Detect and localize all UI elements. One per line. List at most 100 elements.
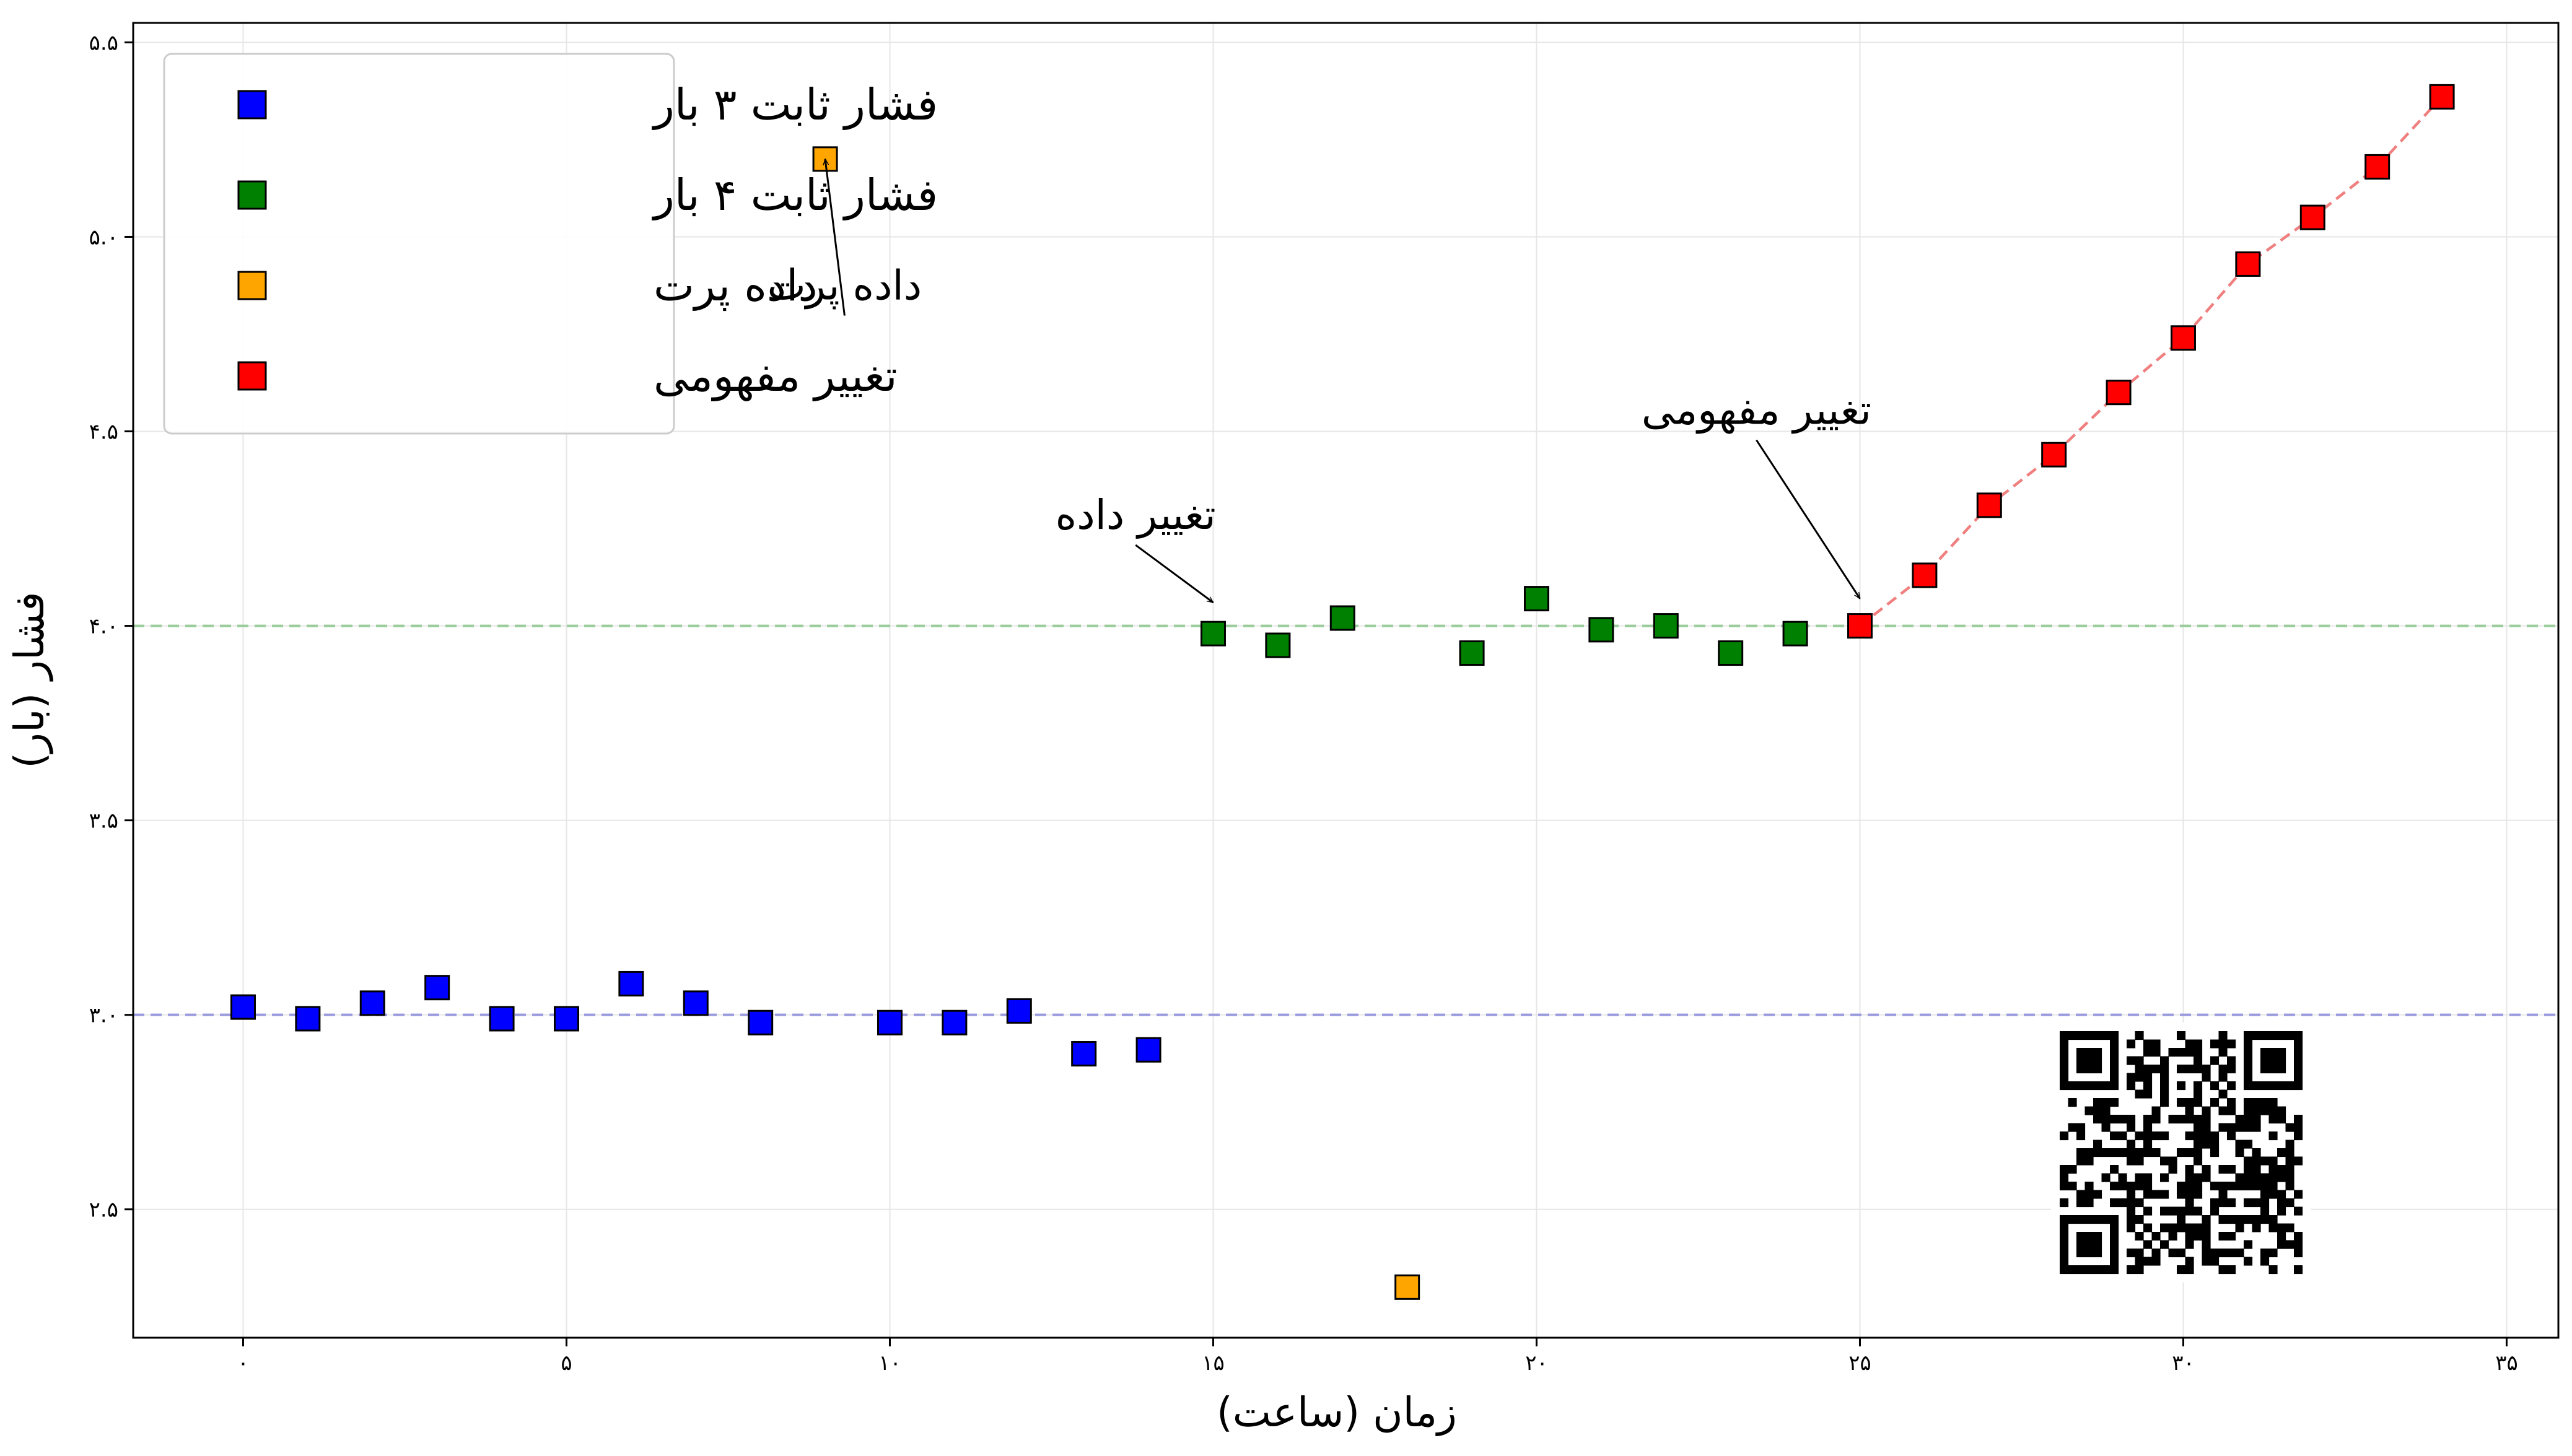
qr-module	[2118, 1148, 2127, 1157]
qr-module	[2210, 1131, 2220, 1141]
qr-module	[2277, 1173, 2286, 1182]
qr-module	[2294, 1131, 2303, 1141]
qr-module	[2285, 1240, 2294, 1249]
qr-module	[2202, 1165, 2211, 1174]
data-point-marker	[295, 1006, 321, 1032]
qr-module	[2194, 1232, 2203, 1241]
x-tick-label: ۳۵	[2495, 1351, 2518, 1375]
qr-module	[2227, 1131, 2236, 1141]
qr-module	[2210, 1081, 2220, 1091]
qr-module	[2093, 1265, 2102, 1275]
qr-module	[2260, 1098, 2270, 1107]
qr-module	[2202, 1115, 2211, 1124]
qr-module	[2060, 1257, 2069, 1266]
qr-module	[2194, 1148, 2203, 1157]
qr-module	[2127, 1156, 2136, 1166]
qr-module	[2160, 1073, 2169, 1082]
qr-module	[2218, 1232, 2228, 1241]
qr-module	[2060, 1223, 2069, 1232]
qr-module	[2185, 1065, 2194, 1074]
qr-module	[2151, 1065, 2161, 1074]
qr-module	[2194, 1206, 2203, 1216]
qr-module	[2177, 1148, 2186, 1157]
qr-module	[2244, 1198, 2253, 1208]
qr-module	[2127, 1206, 2136, 1216]
legend: فشار ثابت ۳ بار فشار ثابت ۴ بار داده پرت تغ…	[163, 53, 938, 435]
qr-module	[2227, 1065, 2236, 1074]
qr-module	[2177, 1223, 2186, 1232]
qr-module	[2110, 1215, 2119, 1224]
qr-module	[2127, 1039, 2136, 1048]
qr-module	[2202, 1249, 2211, 1258]
qr-module	[2127, 1115, 2136, 1124]
qr-module	[2160, 1173, 2169, 1182]
qr-module	[2060, 1182, 2069, 1191]
qr-module	[2076, 1156, 2086, 1166]
qr-module	[2260, 1215, 2270, 1224]
qr-module	[2294, 1039, 2303, 1048]
x-tick-label: ۰	[237, 1351, 248, 1375]
qr-module	[2227, 1056, 2236, 1065]
legend-label: تغییر مفهومی	[654, 351, 898, 401]
qr-module	[2143, 1065, 2153, 1074]
qr-module	[2285, 1031, 2294, 1040]
qr-module	[2185, 1232, 2194, 1241]
y-tick-label: ۳.۰	[89, 1003, 118, 1028]
qr-module	[2210, 1206, 2220, 1216]
data-points	[230, 84, 2455, 1300]
qr-module	[2135, 1215, 2144, 1224]
qr-module	[2143, 1081, 2153, 1091]
qr-module	[2185, 1206, 2194, 1216]
qr-module	[2202, 1140, 2211, 1149]
qr-module	[2210, 1249, 2220, 1258]
qr-module	[2185, 1240, 2194, 1249]
qr-module	[2177, 1265, 2186, 1275]
qr-module	[2202, 1215, 2211, 1224]
qr-module	[2143, 1115, 2153, 1124]
qr-module	[2202, 1123, 2211, 1132]
qr-module	[2285, 1156, 2294, 1166]
qr-module	[2084, 1065, 2094, 1074]
qr-module	[2294, 1056, 2303, 1065]
annotation-label: داده پرت	[768, 262, 922, 310]
qr-module	[2202, 1106, 2211, 1115]
qr-module	[2244, 1123, 2253, 1132]
qr-module	[2185, 1098, 2194, 1107]
qr-module	[2294, 1031, 2303, 1040]
qr-module	[2060, 1048, 2069, 1057]
qr-module	[2194, 1098, 2203, 1107]
data-point-marker	[2364, 154, 2390, 180]
qr-module	[2143, 1173, 2153, 1182]
data-point-marker	[1071, 1040, 1097, 1066]
qr-module	[2093, 1081, 2102, 1091]
qr-module	[2260, 1206, 2270, 1216]
qr-module	[2202, 1232, 2211, 1241]
qr-module	[2084, 1031, 2094, 1040]
qr-module	[2185, 1223, 2194, 1232]
qr-module	[2093, 1056, 2102, 1065]
qr-module	[2060, 1081, 2069, 1091]
data-point-marker	[2299, 204, 2325, 230]
qr-module	[2277, 1081, 2286, 1091]
qr-module	[2185, 1173, 2194, 1182]
qr-module	[2127, 1198, 2136, 1208]
qr-module	[2218, 1123, 2228, 1132]
qr-module	[2202, 1065, 2211, 1074]
qr-module	[2110, 1257, 2119, 1266]
qr-module	[2260, 1056, 2270, 1065]
qr-module	[2294, 1156, 2303, 1166]
qr-module	[2110, 1065, 2119, 1074]
y-tick-label: ۵.۰	[89, 225, 118, 250]
qr-module	[2235, 1249, 2244, 1258]
qr-module	[2160, 1206, 2169, 1216]
data-point-marker	[1653, 613, 1679, 639]
qr-module	[2285, 1198, 2294, 1208]
data-point-marker	[553, 1006, 579, 1032]
data-point-marker	[489, 1006, 515, 1032]
qr-module	[2218, 1249, 2228, 1258]
legend-label: داده پرت	[654, 260, 818, 312]
qr-module	[2277, 1223, 2286, 1232]
qr-module	[2135, 1056, 2144, 1065]
qr-module	[2194, 1131, 2203, 1141]
qr-module	[2084, 1190, 2094, 1199]
